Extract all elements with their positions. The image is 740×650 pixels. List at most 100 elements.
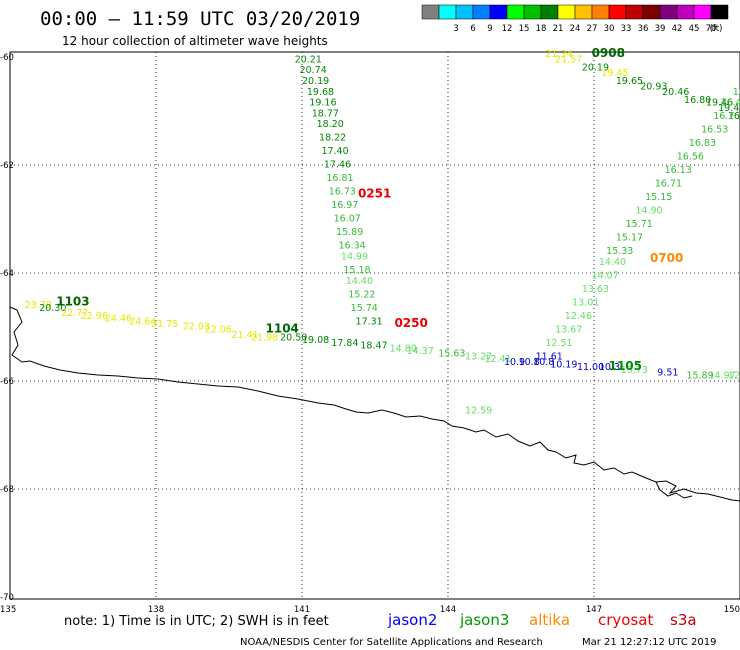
legend-swatch <box>591 4 610 20</box>
legend-value: 36 <box>638 24 649 34</box>
wave-height-value: 21.57 <box>555 54 582 65</box>
wave-height-value: 21.41 <box>231 330 258 341</box>
legend-swatch <box>676 4 695 20</box>
wave-height-value: 24.64 <box>129 316 156 327</box>
wave-height-value: 20.74 <box>300 65 327 76</box>
wave-height-value: 10.8 <box>519 357 540 368</box>
legend-swatch <box>421 4 440 20</box>
legend-value: 30 <box>604 24 615 34</box>
wave-height-value: 15.17 <box>616 233 643 244</box>
legend-value: 21 <box>553 24 564 34</box>
legend-value: 9 <box>487 24 492 34</box>
lon-label: 147 <box>586 605 602 615</box>
wave-height-value: 14.40 <box>599 257 626 268</box>
legend-value: 12 <box>502 24 513 34</box>
wave-height-value: 20.46 <box>662 87 689 98</box>
legend-unit: (ft) <box>710 24 723 34</box>
lat-lon-grid <box>10 52 740 599</box>
wave-height-value: 16.13 <box>665 165 692 176</box>
pass-time-label: 1104 <box>266 321 299 335</box>
wave-height-value: 15.15 <box>645 192 672 203</box>
legend-swatch <box>540 4 559 20</box>
legend-value: 45 <box>689 24 700 34</box>
legend-value: 6 <box>470 24 475 34</box>
wave-height-value: 10.3 <box>599 362 620 373</box>
wave-height-value: 18.22 <box>319 133 346 144</box>
wave-height-value: 14.80 <box>390 343 417 354</box>
legend-swatch <box>574 4 593 20</box>
lon-label: 141 <box>294 605 310 615</box>
legend-swatch <box>506 4 525 20</box>
wave-height-value: 12.59 <box>465 405 492 416</box>
legend-value: 33 <box>621 24 632 34</box>
lat-label: -60 <box>0 53 14 63</box>
wave-height-value: 9.51 <box>657 368 678 379</box>
wave-height-value: 11.61 <box>536 351 563 362</box>
legend-swatch <box>489 4 508 20</box>
wave-height-value: 20.21 <box>295 54 322 65</box>
wave-height-value: 22.03 <box>183 322 210 333</box>
legend-swatch <box>438 4 457 20</box>
map-title: 00:00 – 11:59 UTC 03/20/2019 <box>40 8 360 30</box>
legend-value: 42 <box>672 24 683 34</box>
wave-height-value: 22.06 <box>205 324 232 335</box>
wave-height-value: 16.46 <box>721 98 740 109</box>
satellite-name-jason2: jason2 <box>387 611 437 629</box>
map-subtitle: 12 hour collection of altimeter wave hei… <box>62 34 328 48</box>
wave-height-value: 13.67 <box>555 324 582 335</box>
wave-height-value: 20.93 <box>640 81 667 92</box>
wave-height-value: 12.51 <box>545 338 572 349</box>
wave-height-value: 12.27 <box>728 370 740 381</box>
wave-height-value: 19.65 <box>616 76 643 87</box>
legend-swatch <box>472 4 491 20</box>
longitude-axis-labels: 135 138 141 144 147 150 <box>0 605 740 615</box>
footer-credit: NOAA/NESDIS Center for Satellite Applica… <box>240 637 543 648</box>
wave-height-value: 15.71 <box>626 219 653 230</box>
pass-time-labels: 0251 0250 0908 0700 1103 1104 1105 <box>56 46 683 373</box>
lat-label: -70 <box>0 593 14 603</box>
wave-height-value: 20.30 <box>39 303 66 314</box>
wave-height-value: 20.19 <box>302 76 329 87</box>
lat-label: -68 <box>0 485 14 495</box>
legend-value: 24 <box>570 24 581 34</box>
satellite-legend: jason2 jason3 altika cryosat s3a <box>387 611 697 629</box>
legend-swatch <box>625 4 644 20</box>
lon-label: 135 <box>0 605 16 615</box>
lon-label: 150 <box>724 605 740 615</box>
wave-height-value: 22.77 <box>61 308 88 319</box>
legend-swatch <box>608 4 627 20</box>
wave-height-value: 16.83 <box>689 138 716 149</box>
wave-height-value: 16.71 <box>655 179 682 190</box>
wave-height-value: 13.73 <box>621 365 648 376</box>
wave-height-value: 12.46 <box>565 311 592 322</box>
wave-height-value: 15.89 <box>336 227 363 238</box>
pass-time-label: 0251 <box>358 186 391 200</box>
wave-height-value: 19.45 <box>601 68 628 79</box>
wave-height-value: 16.53 <box>701 125 728 136</box>
wave-height-value: 14.97 <box>708 370 735 381</box>
wave-height-value: 15.63 <box>438 349 465 360</box>
wave-height-value: 19.42 <box>718 103 740 114</box>
wave-height-value: 19.46 <box>706 98 733 109</box>
wave-height-value: 16.80 <box>684 95 711 106</box>
pass-time-label: 0250 <box>394 316 427 330</box>
wave-height-value: 17.40 <box>321 146 348 157</box>
wave-height-value: 16.81 <box>326 173 353 184</box>
wave-height-value: 20.50 <box>280 333 307 344</box>
wave-height-value: 16.34 <box>339 241 366 252</box>
latitude-axis-labels: -60 -62 -64 -66 -68 -70 <box>0 53 14 603</box>
wave-height-value: 11.00 <box>577 362 604 373</box>
wave-height-value: 15.22 <box>348 289 375 300</box>
wave-height-value: 16.7 <box>713 111 734 122</box>
footer-timestamp: Mar 21 12:27:12 UTC 2019 <box>582 637 717 648</box>
wave-height-value: 18.77 <box>312 108 339 119</box>
wave-height-value: 20.19 <box>582 63 609 74</box>
wave-height-value: 10.19 <box>550 360 577 371</box>
wave-height-value: 13.63 <box>582 284 609 295</box>
wave-height-value: 14.90 <box>635 206 662 217</box>
wave-height-value: 19.68 <box>307 87 334 98</box>
satellite-name-s3a: s3a <box>670 611 697 629</box>
satellite-name-cryosat: cryosat <box>598 611 653 629</box>
wave-height-value: 14.99 <box>341 252 368 263</box>
